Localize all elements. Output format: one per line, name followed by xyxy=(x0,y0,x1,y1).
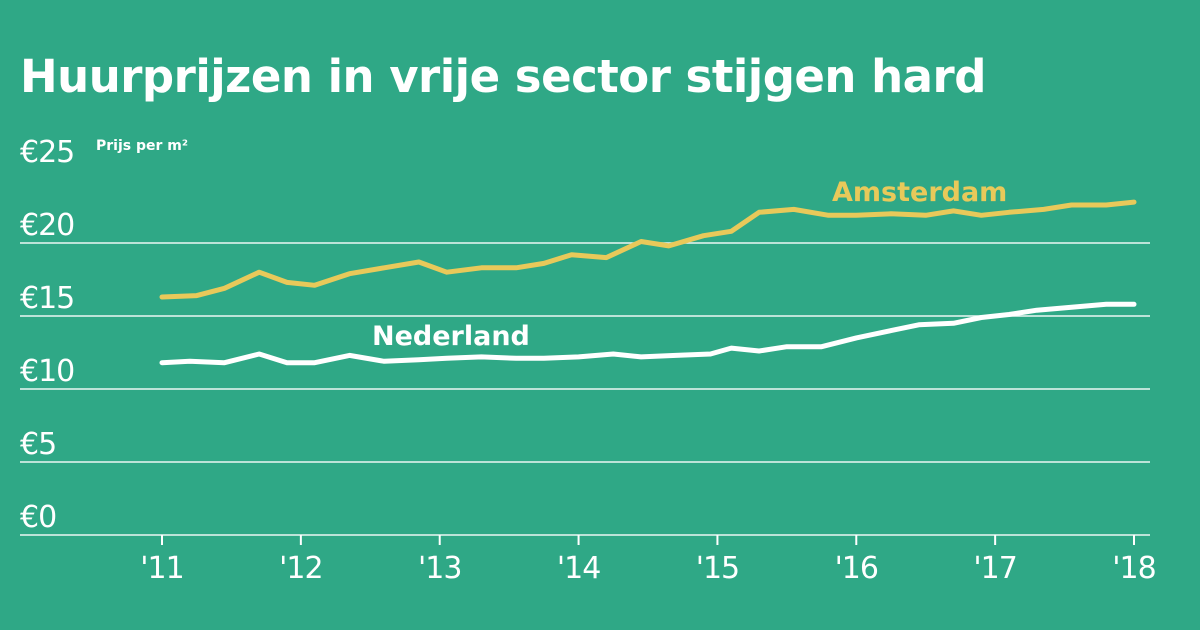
y-tick-label: €0 xyxy=(20,500,56,535)
series-label-nederland: Nederland xyxy=(372,321,530,352)
y-tick-label: €5 xyxy=(20,427,56,462)
y-axis-unit-label: Prijs per m² xyxy=(96,138,188,154)
y-tick-label: €25 xyxy=(20,135,74,170)
series-line-amsterdam xyxy=(159,199,1137,300)
x-tick-label: '16 xyxy=(835,551,878,586)
series-label-amsterdam: Amsterdam xyxy=(832,177,1007,208)
x-tick-label: '11 xyxy=(140,551,183,586)
x-tick-label: '14 xyxy=(557,551,600,586)
x-tick-label: '12 xyxy=(279,551,322,586)
series-lines xyxy=(159,199,1137,366)
chart-title: Huurprijzen in vrije sector stijgen hard xyxy=(20,50,986,103)
x-axis-ticks: '11 '12 '13 '14 '15 '16 '17 '18 xyxy=(140,535,1157,586)
x-tick-label: '18 xyxy=(1112,551,1155,586)
y-axis-ticks: €0 €5 €10 €15 €20 €25 xyxy=(20,135,75,535)
x-tick-label: '13 xyxy=(418,551,461,586)
series-line-nederland xyxy=(159,301,1137,366)
y-tick-label: €10 xyxy=(20,354,74,389)
y-tick-label: €20 xyxy=(20,208,74,243)
y-tick-label: €15 xyxy=(20,281,74,316)
gridlines xyxy=(20,242,1150,536)
x-tick-label: '17 xyxy=(973,551,1016,586)
x-tick-label: '15 xyxy=(696,551,739,586)
